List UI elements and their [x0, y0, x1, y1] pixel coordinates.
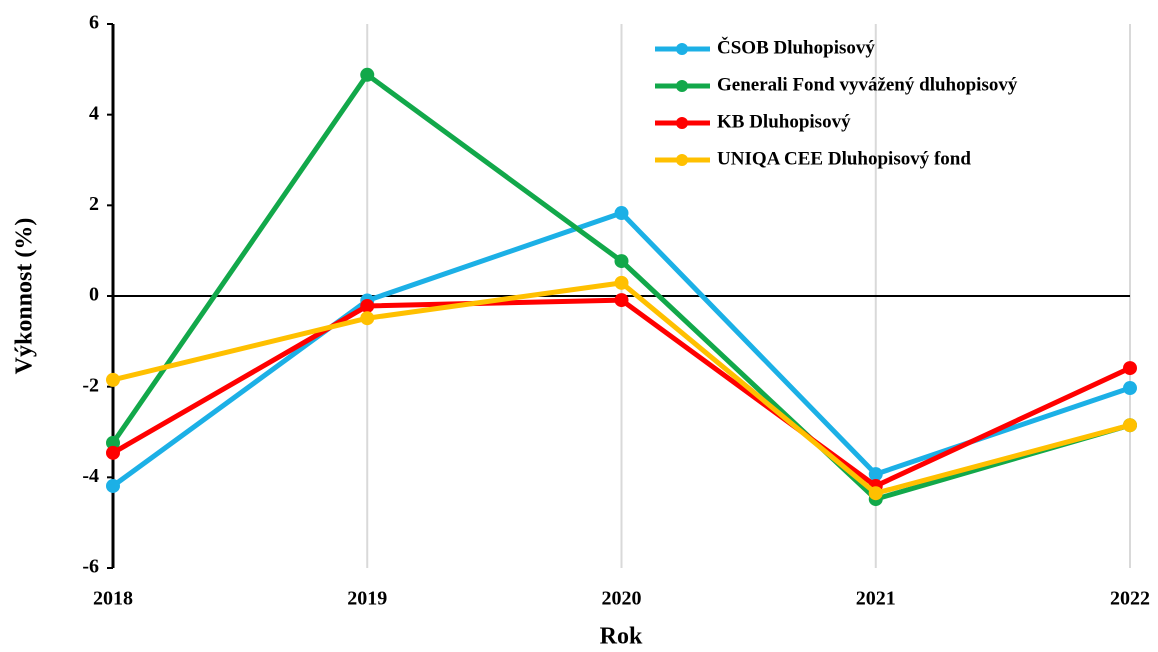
- legend-label: ČSOB Dluhopisový: [717, 36, 875, 58]
- y-tick-label: -6: [82, 556, 99, 578]
- data-point: [106, 445, 120, 460]
- x-tick-label: 2018: [93, 588, 133, 610]
- y-tick-label: 6: [89, 12, 99, 34]
- data-point: [106, 435, 120, 450]
- legend-label: UNIQA CEE Dluhopisový fond: [717, 148, 971, 169]
- data-point: [1123, 381, 1137, 396]
- data-point: [106, 372, 120, 387]
- data-point: [614, 293, 629, 308]
- data-point: [360, 298, 375, 313]
- y-tick-label: 4: [89, 102, 99, 124]
- legend-marker: [676, 117, 688, 129]
- x-tick-label: 2019: [347, 588, 387, 610]
- y-tick-label: 2: [89, 193, 99, 215]
- y-tick-label: -4: [82, 465, 99, 487]
- y-tick-label: -2: [82, 374, 99, 396]
- data-point: [868, 467, 883, 482]
- legend-marker: [676, 80, 688, 92]
- x-tick-label: 2020: [602, 588, 642, 610]
- data-point: [614, 254, 629, 269]
- data-point: [360, 311, 375, 326]
- y-tick-label: 0: [89, 284, 99, 306]
- data-point: [360, 67, 375, 82]
- data-point: [106, 478, 120, 493]
- y-axis-label: Výkonnost (%): [12, 218, 38, 375]
- x-tick-label: 2022: [1110, 588, 1150, 610]
- x-axis-label: Rok: [600, 624, 643, 650]
- legend-marker: [676, 154, 688, 166]
- data-point: [614, 206, 629, 221]
- data-point: [1123, 361, 1137, 376]
- data-point: [1123, 418, 1137, 433]
- legend-label: Generali Fond vyvážený dluhopisový: [717, 74, 1018, 95]
- x-tick-label: 2021: [856, 588, 896, 610]
- legend-label: KB Dluhopisový: [717, 111, 851, 132]
- legend-marker: [676, 43, 688, 55]
- data-point: [868, 486, 883, 501]
- data-point: [614, 275, 629, 290]
